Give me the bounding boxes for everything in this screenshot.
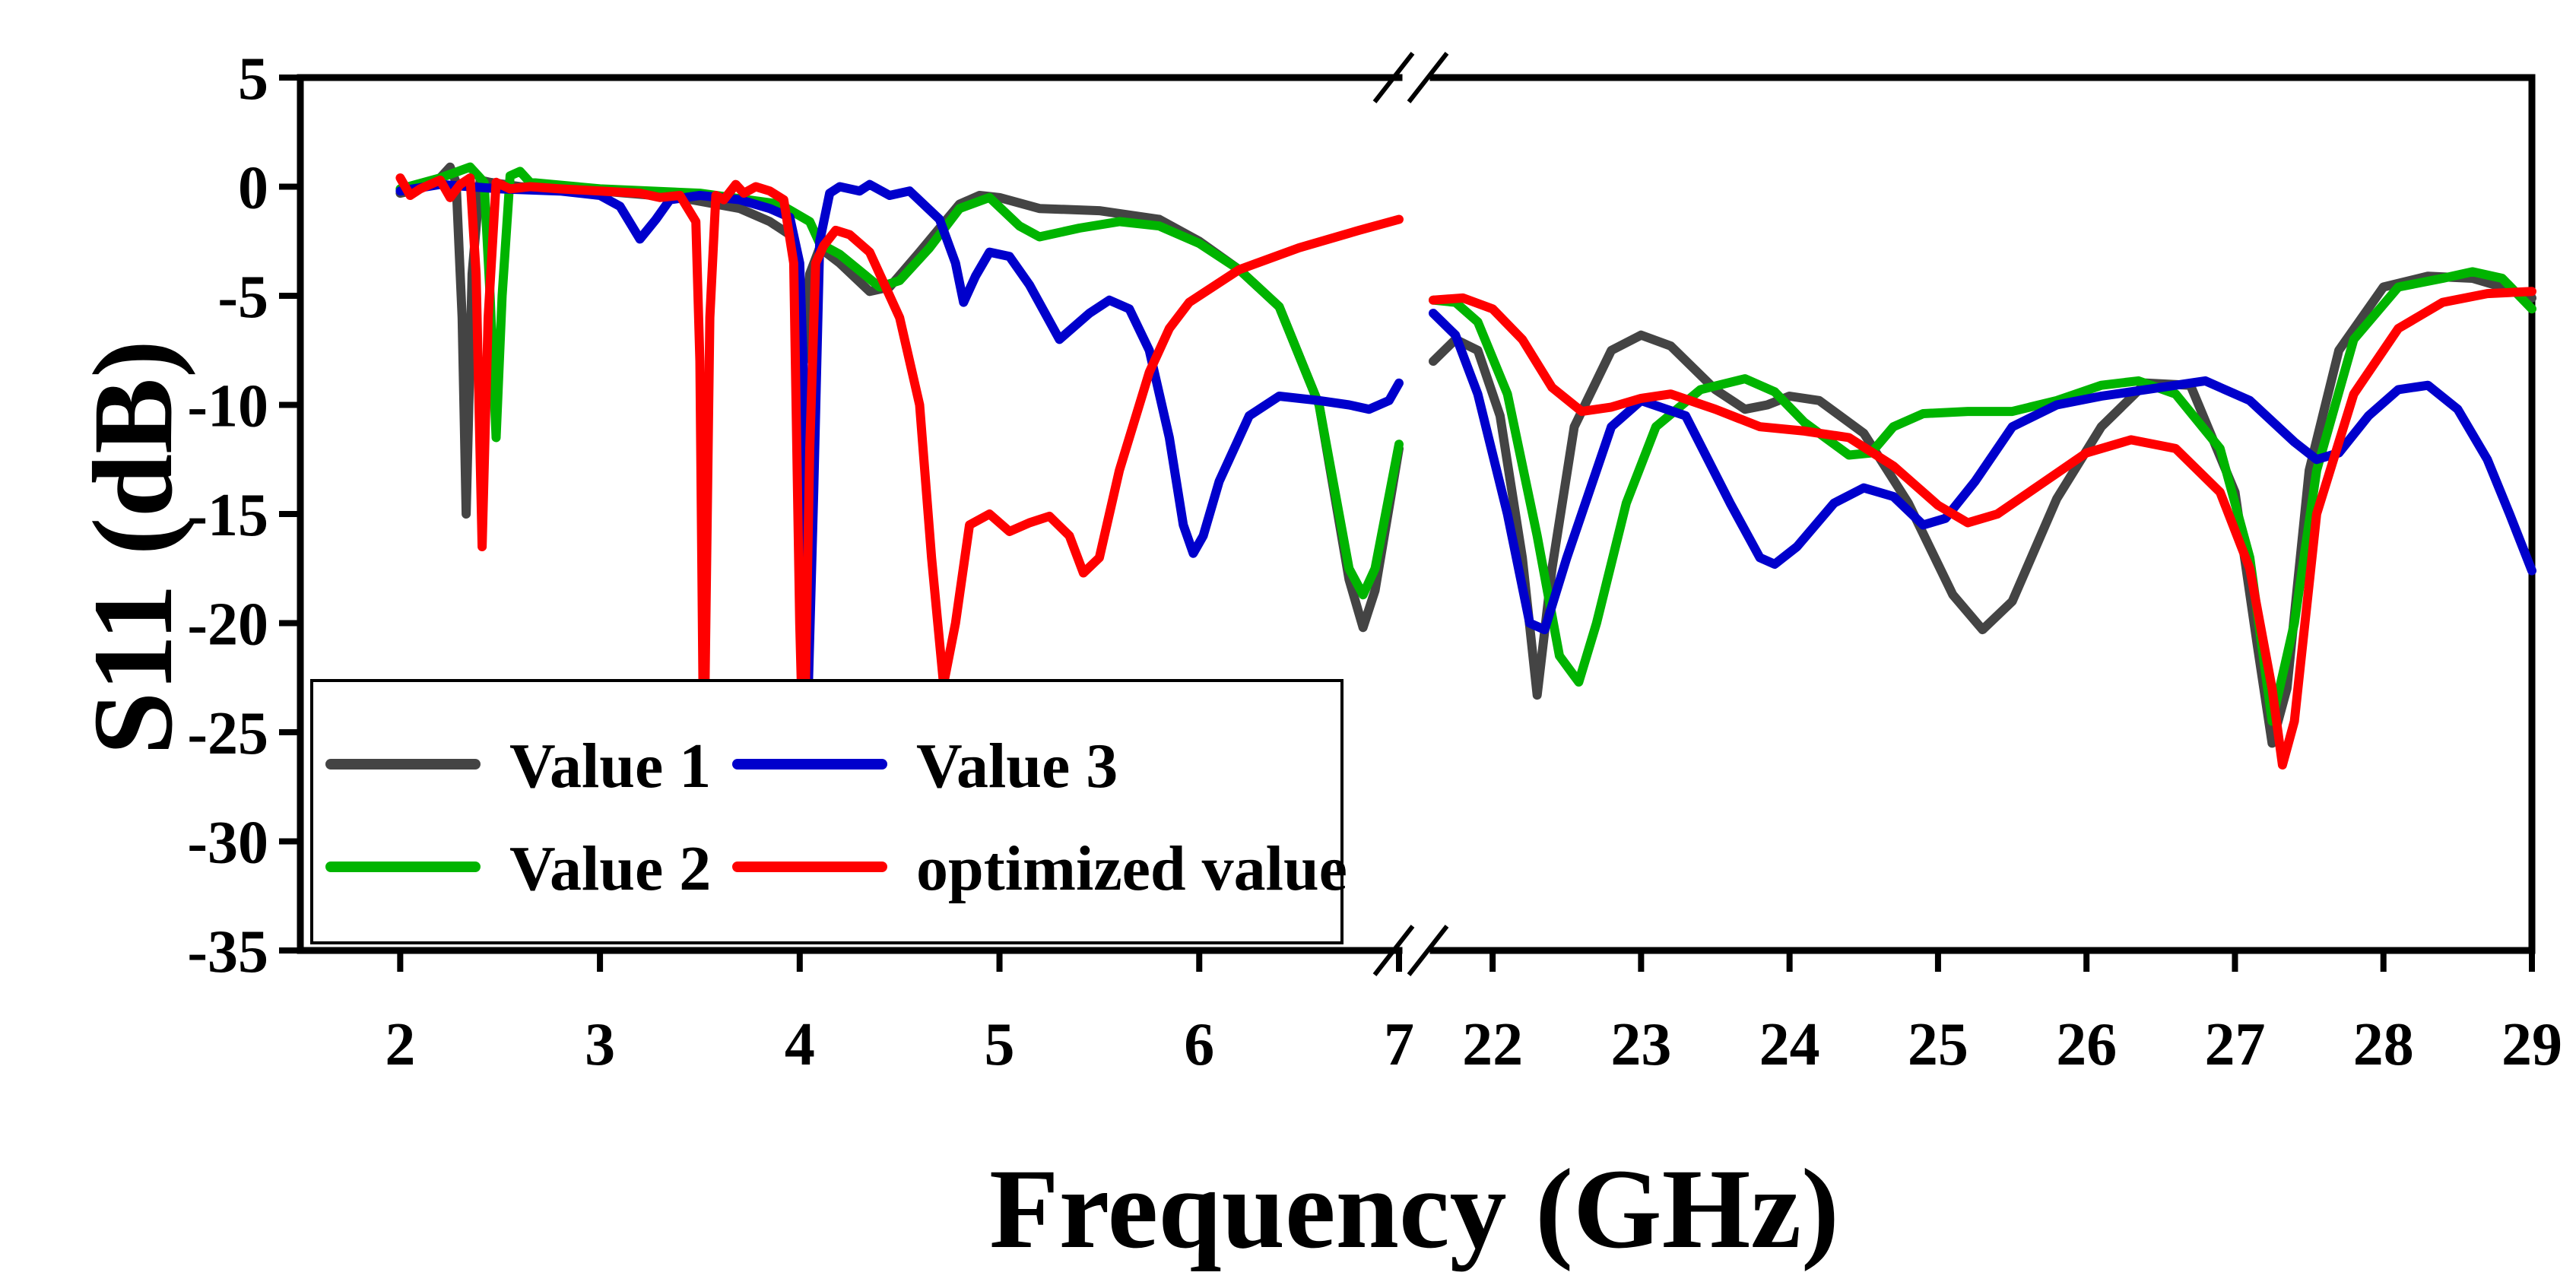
y-axis-title: S11 (dB) <box>70 340 196 755</box>
x-tick-label: 27 <box>2204 1011 2265 1078</box>
y-tick-label: 0 <box>238 155 268 222</box>
y-tick-label: 5 <box>238 46 268 113</box>
y-tick-label: -5 <box>217 264 268 331</box>
axes-layer: 50-5-10-15-20-25-30-352 3 4 5 6 7 22 23 24 25 26 27… <box>187 46 2562 1078</box>
x-tick-label: 7 <box>1384 1011 1414 1078</box>
legend-box <box>310 679 1344 944</box>
x-tick-label: 26 <box>2056 1011 2117 1078</box>
x-tick-label: 28 <box>2353 1011 2414 1078</box>
series-line-value-2-seg1 <box>395 162 1404 600</box>
x-tick-label: 2 <box>385 1011 415 1078</box>
legend-label: optimized value <box>916 833 1347 904</box>
series-layer <box>395 162 2536 781</box>
axis-break-mark <box>1407 925 1449 976</box>
axis-break-mark <box>1372 925 1415 976</box>
legend-label: Value 2 <box>509 833 711 904</box>
x-axis-title: Frequency (GHz) <box>989 1146 1839 1272</box>
x-tick-label: 6 <box>1184 1011 1214 1078</box>
x-tick-label: 22 <box>1462 1011 1523 1078</box>
axis-break-mark <box>1372 52 1415 103</box>
series-line-optimized-value-seg2 <box>1429 287 2536 770</box>
x-tick-label: 3 <box>585 1011 615 1078</box>
legend: Value 1 Value 2 Value 3 optimized value <box>310 679 1347 944</box>
legend-label: Value 1 <box>509 731 711 801</box>
series-line-value-2-seg2 <box>1429 267 2536 726</box>
y-tick-label: -25 <box>187 700 268 767</box>
y-tick-label: -15 <box>187 482 268 549</box>
y-tick-label: -20 <box>187 592 268 658</box>
series-line-value-3-seg2 <box>1429 309 2536 635</box>
x-tick-label: 4 <box>785 1011 815 1078</box>
y-tick-label: -30 <box>187 810 268 877</box>
axis-break-mark <box>1407 52 1449 103</box>
x-tick-label: 24 <box>1759 1011 1820 1078</box>
series-line-optimized-value-seg1 <box>395 173 1404 781</box>
legend-label: Value 3 <box>916 731 1118 801</box>
series-line-value-3-seg1 <box>395 179 1404 716</box>
x-tick-label: 29 <box>2501 1011 2562 1078</box>
x-tick-label: 23 <box>1610 1011 1671 1078</box>
x-tick-label: 25 <box>1908 1011 1968 1078</box>
y-tick-label: -35 <box>187 919 268 985</box>
y-tick-label: -10 <box>187 373 268 440</box>
x-tick-label: 5 <box>985 1011 1015 1078</box>
